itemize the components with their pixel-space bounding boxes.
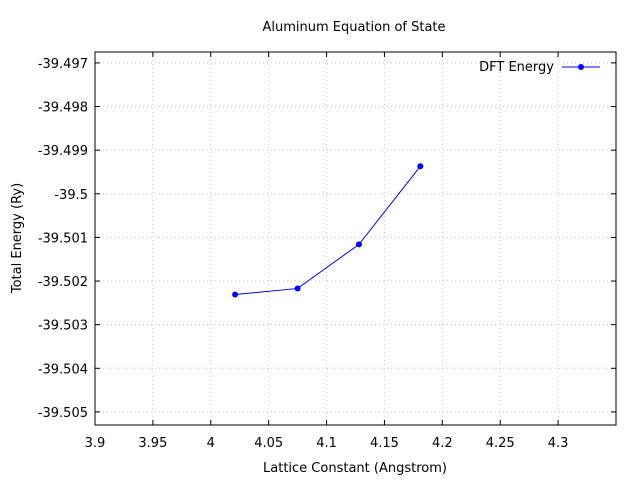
y-axis-label: Total Energy (Ry) [10, 183, 25, 294]
legend: DFT Energy [479, 60, 600, 75]
y-tick-label: -39.499 [38, 144, 88, 159]
y-tick-label: -39.497 [38, 57, 88, 72]
x-tick-label: 3.9 [85, 436, 106, 451]
x-tick-label: 4.1 [316, 436, 337, 451]
x-tick-label: 3.95 [138, 436, 167, 451]
x-tick-label: 4.15 [370, 436, 399, 451]
y-tick-label: -39.498 [38, 101, 88, 116]
axis-ticks: 3.9 3.95 4 4.05 4.1 4.15 4.2 4.25 4.3 -39.497 -39.… [38, 52, 616, 451]
y-tick-label: -39.501 [38, 231, 88, 246]
y-tick-label: -39.5 [54, 188, 88, 203]
y-tick-label: -39.504 [38, 362, 88, 377]
plot-frame [94, 51, 617, 426]
x-tick-label: 4 [207, 436, 215, 451]
x-tick-label: 4.05 [254, 436, 283, 451]
y-tick-label: -39.502 [38, 275, 88, 290]
data-point [417, 163, 424, 170]
series-line [235, 165, 421, 296]
grid-lines [94, 52, 616, 425]
data-point [355, 241, 362, 248]
legend-label: DFT Energy [479, 60, 554, 75]
data-point [294, 285, 301, 292]
x-tick-label: 4.2 [432, 436, 453, 451]
data-point [232, 291, 239, 298]
x-tick-label: 4.3 [548, 436, 569, 451]
x-tick-label: 4.25 [486, 436, 515, 451]
legend-marker [578, 64, 584, 70]
series-layer [232, 163, 424, 298]
chart-title: Aluminum Equation of State [262, 20, 445, 35]
y-tick-label: -39.505 [38, 406, 88, 421]
x-axis-label: Lattice Constant (Angstrom) [263, 461, 447, 476]
y-tick-label: -39.503 [38, 319, 88, 334]
